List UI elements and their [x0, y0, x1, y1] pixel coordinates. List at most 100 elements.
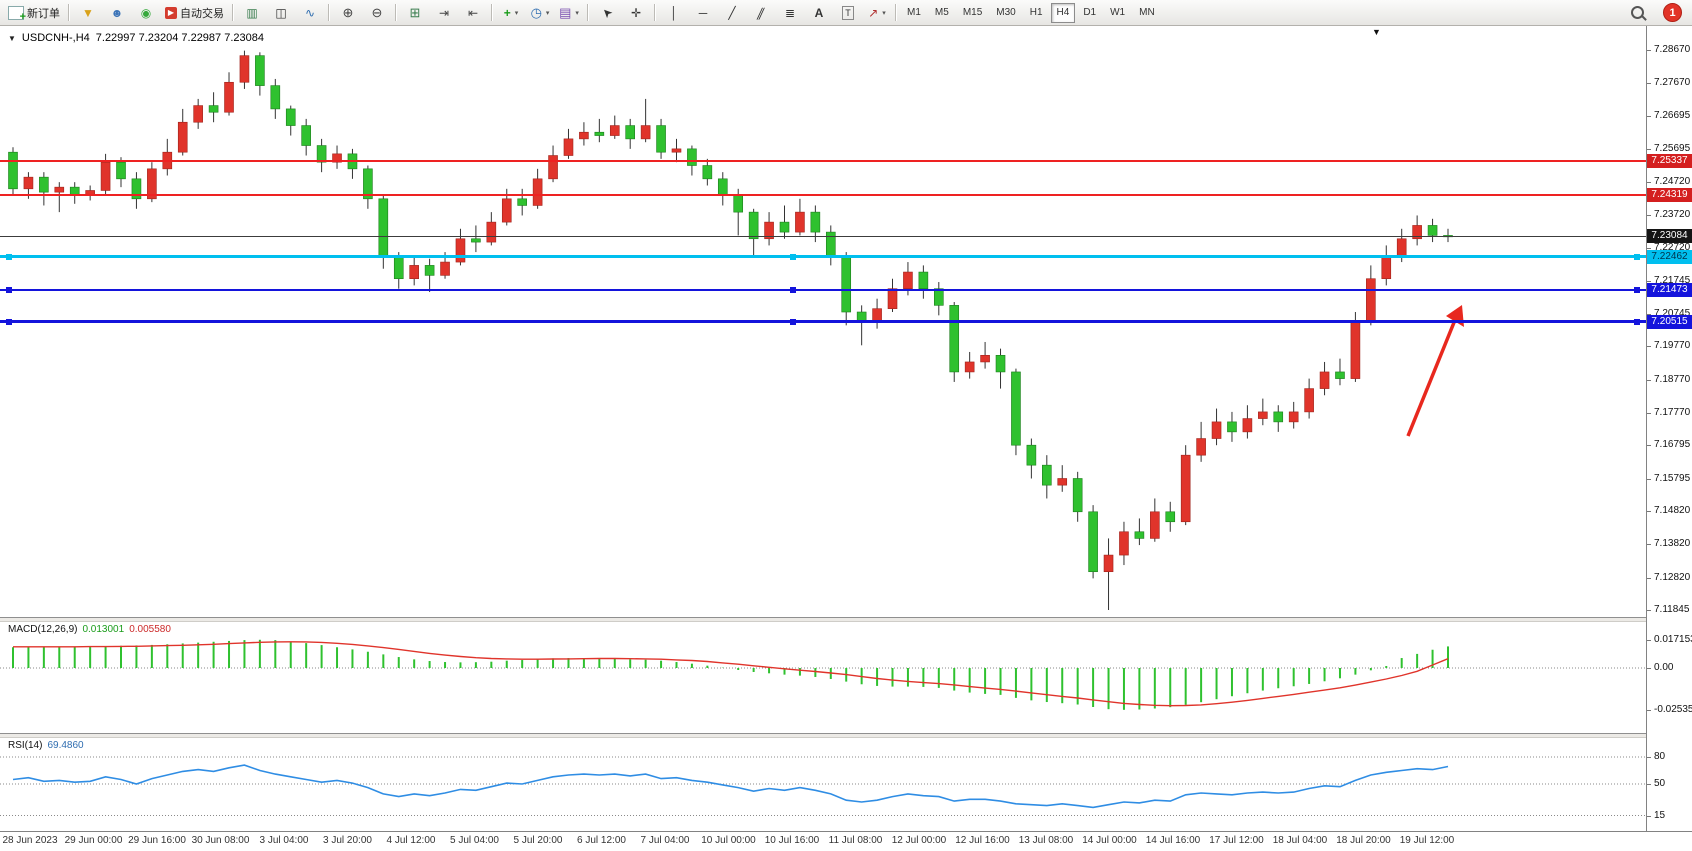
- trendline-button[interactable]: ╱: [718, 2, 746, 24]
- timeframe-button-m1[interactable]: M1: [907, 7, 921, 18]
- support-line-cyan-handle[interactable]: [790, 253, 796, 260]
- price-axis-label: 7.24720: [1654, 175, 1691, 187]
- crosshair-button[interactable]: ✛: [622, 2, 650, 24]
- support-line-cyan-handle[interactable]: [1634, 253, 1640, 260]
- rsi-value: 69.4860: [47, 740, 84, 751]
- channel-button[interactable]: ∥: [747, 2, 775, 24]
- timeframe-button-h1[interactable]: H1: [1029, 7, 1043, 18]
- support-line-blue-2-handle[interactable]: [1634, 318, 1640, 325]
- annotation-arrow[interactable]: [1406, 305, 1464, 437]
- price-axis-tick: [1647, 478, 1651, 480]
- rsi-label: RSI(14) 69.4860: [8, 740, 84, 751]
- tile-windows-button[interactable]: ⊞: [401, 2, 429, 24]
- rsi-name: RSI(14): [8, 740, 43, 751]
- auto-scroll-button[interactable]: ⇥: [430, 2, 458, 24]
- zoom-out-icon: ⊖: [371, 4, 383, 20]
- chart-symbol-period: USDCNH-,H4: [21, 32, 90, 44]
- timeframe-button-mn[interactable]: MN: [1139, 7, 1155, 18]
- templates-button[interactable]: ▤ ▾: [555, 2, 583, 24]
- indicators-button[interactable]: + ▾: [497, 2, 525, 24]
- bar-chart-button[interactable]: ▥: [238, 2, 266, 24]
- chart-area[interactable]: ▼ USDCNH-,H4 7.22997 7.23204 7.22987 7.2…: [0, 26, 1646, 617]
- candle: [949, 302, 960, 382]
- contacts-button[interactable]: ☻: [103, 2, 131, 24]
- new-order-button[interactable]: 新订单: [4, 2, 64, 24]
- support-line-blue-1-handle[interactable]: [6, 286, 12, 293]
- timeframe-button-m5[interactable]: M5: [934, 7, 949, 18]
- resistance-line-2[interactable]: [0, 193, 1646, 196]
- price-axis-tick: [1647, 181, 1651, 183]
- timeframe-button-m15[interactable]: M15: [962, 7, 983, 18]
- metaeditor-button[interactable]: ▼: [74, 2, 102, 24]
- macd-axis-tick: [1647, 639, 1651, 641]
- rsi-axis-tick: [1647, 815, 1651, 817]
- cursor-button[interactable]: ➤: [593, 2, 621, 24]
- pane-splitter[interactable]: [0, 733, 1692, 738]
- periods-button[interactable]: ◷ ▾: [526, 2, 554, 24]
- candlestick-chart[interactable]: [0, 26, 1646, 617]
- chart-shift-marker-icon[interactable]: ▼: [1372, 27, 1381, 37]
- candle: [887, 278, 898, 313]
- chevron-down-icon: ▾: [545, 9, 550, 17]
- macd-axis-tick: [1647, 668, 1651, 669]
- time-axis-label: 18 Jul 20:00: [1336, 835, 1391, 846]
- timeframe-button-m30[interactable]: M30: [996, 7, 1016, 18]
- toolbar-separator: [395, 4, 397, 21]
- arrows-tool-button[interactable]: ↗ ▾: [863, 2, 891, 24]
- support-line-blue-1[interactable]: [0, 288, 1646, 291]
- macd-panel[interactable]: MACD(12,26,9) 0.013001 0.005580: [0, 622, 1646, 733]
- toolbar-separator: [587, 4, 589, 21]
- text-button[interactable]: A: [805, 2, 833, 24]
- support-line-blue-2[interactable]: [0, 320, 1646, 323]
- support-line-blue-2-handle[interactable]: [790, 318, 796, 325]
- support-line-cyan-handle[interactable]: [6, 253, 12, 260]
- toolbar-separator: [68, 4, 70, 21]
- pane-splitter[interactable]: [0, 617, 1692, 622]
- candlestick-chart-button[interactable]: ◫: [267, 2, 295, 24]
- text-label-button[interactable]: T: [834, 2, 862, 24]
- zoom-out-button[interactable]: ⊖: [363, 2, 391, 24]
- chevron-down-icon: ▾: [882, 9, 886, 17]
- price-axis-tick: [1647, 412, 1651, 414]
- crosshair-icon: ✛: [630, 5, 642, 20]
- candle: [8, 147, 18, 196]
- horizontal-line-button[interactable]: ─: [689, 2, 717, 24]
- vertical-line-button[interactable]: │: [660, 2, 688, 24]
- time-axis[interactable]: 28 Jun 2023 29 Jun 00:00 29 Jun 16:00 30 Ju…: [0, 832, 1692, 851]
- zoom-in-button[interactable]: ⊕: [334, 2, 362, 24]
- search-button[interactable]: [1623, 2, 1651, 24]
- notification-badge[interactable]: 1: [1663, 3, 1682, 22]
- timeframe-button-h4[interactable]: H4: [1050, 2, 1076, 23]
- current-price-line[interactable]: [0, 235, 1646, 237]
- autotrading-button[interactable]: ▶ 自动交易: [161, 2, 228, 24]
- toolbar: 新订单 ▼ ☻ ◉ ▶ 自动交易 ▥ ◫ ∿ ⊕ ⊖ ⊞ ⇥ ⇤ +▾ ◷▾ ▤…: [0, 0, 1692, 26]
- price-axis-tick: [1647, 50, 1651, 51]
- time-axis-label: 4 Jul 12:00: [386, 835, 436, 846]
- price-axis-tick: [1647, 379, 1651, 381]
- chart-shift-button[interactable]: ⇤: [459, 2, 487, 24]
- timeframe-button-d1[interactable]: D1: [1083, 7, 1097, 18]
- time-axis-label: 11 Jul 08:00: [828, 835, 883, 846]
- support-line-blue-1-handle[interactable]: [790, 286, 796, 293]
- candle: [795, 198, 805, 236]
- macd-main-value: 0.013001: [82, 624, 125, 635]
- candle: [995, 348, 1006, 389]
- price-tag-current-price-line: 7.23084: [1647, 229, 1692, 243]
- new-order-icon: [8, 5, 26, 23]
- timeframe-button-w1[interactable]: W1: [1110, 7, 1126, 18]
- fibonacci-button[interactable]: ≣: [776, 2, 804, 24]
- line-chart-button[interactable]: ∿: [296, 2, 324, 24]
- price-axis-label: 7.20745: [1654, 307, 1691, 319]
- price-axis[interactable]: 7.28670 7.27670 7.26695 7.25695 7.24720 7.237…: [1646, 26, 1692, 831]
- rsi-panel[interactable]: RSI(14) 69.4860: [0, 738, 1646, 831]
- price-axis-tick: [1647, 313, 1651, 315]
- resistance-line-1[interactable]: [0, 159, 1646, 162]
- support-line-blue-2-handle[interactable]: [6, 318, 12, 325]
- support-line-cyan[interactable]: [0, 255, 1646, 259]
- price-axis-label: 7.21745: [1654, 274, 1691, 286]
- community-button[interactable]: ◉: [132, 2, 160, 24]
- support-line-blue-1-handle[interactable]: [1634, 286, 1640, 293]
- chart-menu-icon[interactable]: ▼: [8, 33, 16, 43]
- candle: [455, 228, 466, 266]
